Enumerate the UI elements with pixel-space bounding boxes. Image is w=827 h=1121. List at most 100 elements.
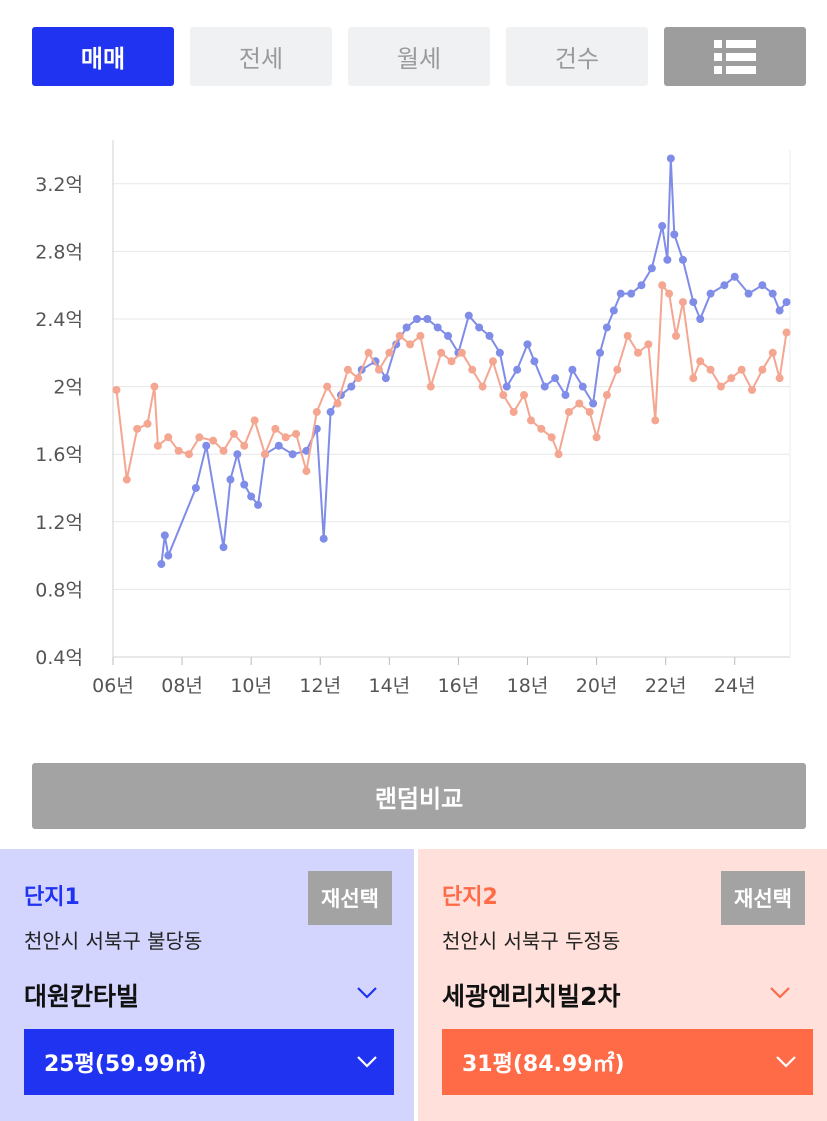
series-2-point (143, 419, 152, 428)
series-1-point (157, 560, 166, 569)
series-2-point (782, 328, 791, 337)
series-2-point (768, 348, 777, 357)
series-2-point (509, 407, 518, 416)
series-1-point (663, 255, 672, 264)
chevron-down-icon (357, 1056, 377, 1068)
series-1-point (402, 323, 411, 332)
series-1-point (319, 534, 328, 543)
series-2-point (343, 365, 352, 374)
series-1-point (540, 382, 549, 391)
complex1-name[interactable]: 대원칸타빌 (24, 982, 140, 1011)
series-2-point (468, 365, 477, 374)
tab-count[interactable]: 건수 (506, 27, 648, 86)
series-1-point (616, 289, 625, 298)
series-1-point (658, 222, 667, 231)
series-1-point (720, 281, 729, 290)
series-2-point (716, 382, 725, 391)
series-1-point (744, 289, 753, 298)
series-2-point (613, 365, 622, 374)
chevron-down-icon[interactable] (769, 984, 791, 1000)
series-2-point (260, 450, 269, 459)
series-2-point (592, 433, 601, 442)
series-2-point (537, 424, 546, 433)
complex1-size-select[interactable]: 25평(59.99㎡) (24, 1029, 394, 1095)
series-2-point (426, 382, 435, 391)
series-2-point (150, 382, 159, 391)
tab-monthly-rent[interactable]: 월세 (348, 27, 490, 86)
y-tick-label: 2억 (53, 377, 83, 399)
complex2-name[interactable]: 세광엔리치빌2차 (442, 982, 621, 1011)
series-2-point (209, 436, 218, 445)
series-2-point (623, 331, 632, 340)
series-2-point (689, 374, 698, 383)
series-2-line (115, 282, 788, 480)
series-1-point (160, 531, 169, 540)
complex1-address: 천안시 서북구 불당동 (24, 929, 203, 953)
y-tick-label: 1.6억 (35, 444, 83, 466)
list-view-button[interactable] (664, 27, 806, 86)
series-1-point (530, 357, 539, 366)
series-2-point (406, 340, 415, 349)
series-1-point (495, 348, 504, 357)
series-1-point (568, 365, 577, 374)
x-tick-label: 20년 (576, 675, 618, 697)
tab-sale[interactable]: 매매 (32, 27, 174, 86)
series-1-point (423, 315, 432, 323)
series-1-point (226, 475, 235, 484)
series-2-point (364, 348, 373, 357)
series-2-point (585, 407, 594, 416)
series-1-point (696, 315, 705, 323)
series-2-point (184, 450, 193, 459)
series-2-point (416, 331, 425, 340)
complex2-size-select[interactable]: 31평(84.99㎡) (442, 1029, 813, 1095)
series-1-point (475, 323, 484, 332)
series-2-point (696, 357, 705, 366)
x-tick-label: 24년 (714, 675, 756, 697)
series-2-point (775, 374, 784, 383)
series-1-point (578, 382, 587, 391)
series-1-point (637, 281, 646, 290)
series-1-point (219, 543, 228, 552)
series-2-point (651, 416, 660, 425)
series-2-point (564, 407, 573, 416)
random-compare-button[interactable]: 랜덤비교 (32, 763, 806, 829)
chevron-down-icon[interactable] (356, 984, 378, 1000)
series-2-point (554, 450, 563, 459)
x-tick-label: 18년 (507, 675, 549, 697)
price-chart: 0.4억 0.8억 1.2억 1.6억 2억 2.4억 2.8억 3.2억 06년 08년 10년 1… (0, 120, 827, 720)
complex1-reselect-button[interactable]: 재선택 (308, 871, 392, 925)
y-tick-label: 0.4억 (35, 647, 83, 669)
series-1-point (647, 264, 656, 273)
complex2-panel: 단지2 재선택 천안시 서북구 두정동 세광엔리치빌2차 31평(84.99㎡) (418, 849, 827, 1121)
complex1-size-value: 25평(59.99㎡) (44, 1052, 207, 1077)
y-tick-label: 3.2억 (35, 174, 83, 196)
series-2-point (174, 446, 183, 455)
series-1-point (412, 315, 421, 323)
price-chart-svg: 0.4억 0.8억 1.2억 1.6억 2억 2.4억 2.8억 3.2억 06년 08년 10년 1… (35, 140, 791, 697)
deal-type-tabs: 매매 전세 월세 건수 (32, 27, 806, 86)
series-2-point (385, 348, 394, 357)
series-2-point (526, 416, 535, 425)
series-2-point (250, 416, 259, 425)
series-1-point (670, 230, 679, 239)
complex2-reselect-button[interactable]: 재선택 (721, 871, 805, 925)
series-1-point (288, 450, 297, 459)
y-tick-label: 2.4억 (35, 309, 83, 331)
series-2-point (354, 374, 363, 383)
complex1-title: 단지1 (24, 885, 80, 910)
x-tick-label: 06년 (92, 675, 134, 697)
series-2-point (499, 391, 508, 400)
series-2-point (706, 365, 715, 374)
series-2-point (758, 365, 767, 374)
series-1-point (758, 281, 767, 290)
series-2-point (737, 365, 746, 374)
series-1-point (513, 365, 522, 374)
series-2-point (240, 441, 249, 450)
series-1-point (274, 441, 283, 450)
series-1-point (730, 272, 739, 281)
series-1-point (302, 446, 311, 455)
y-tick-label: 2.8억 (35, 241, 83, 263)
series-2-point (748, 385, 757, 394)
series-1-point (444, 331, 453, 340)
tab-jeonse[interactable]: 전세 (190, 27, 332, 86)
